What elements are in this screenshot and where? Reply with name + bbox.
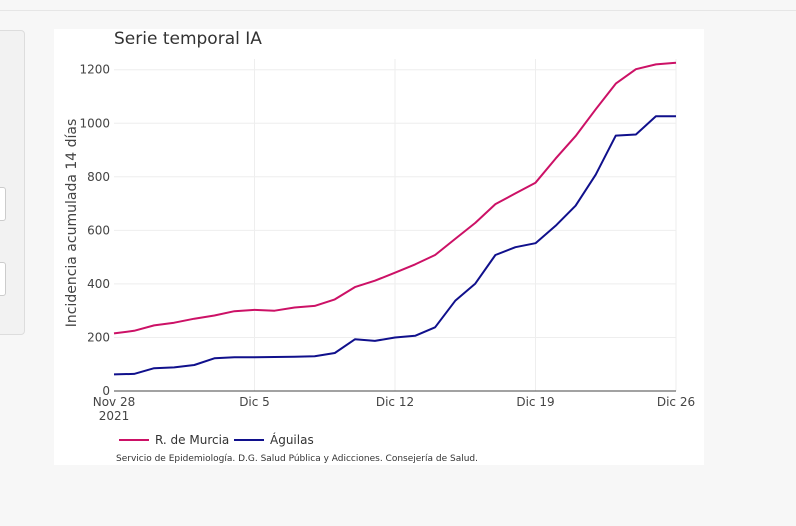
y-tick-label: 0 [102,384,110,398]
series-line-2[interactable] [113,115,676,376]
y-tick-label: 1200 [79,63,110,77]
filter-control-1[interactable] [0,187,6,221]
y-tick-label: 200 [87,330,110,344]
x-tick-label: Nov 28 [93,395,136,409]
legend[interactable]: R. de Murcia Águilas [119,432,314,447]
filter-control-2[interactable] [0,262,6,296]
x-tick-label: Dic 19 [516,395,554,409]
y-tick-label: 600 [87,223,110,237]
y-tick-label: 800 [87,170,110,184]
chart-title: Serie temporal IA [114,29,262,49]
x-tick-label: Dic 12 [376,395,414,409]
grid-lines [114,59,677,391]
source-note: Servicio de Epidemiología. D.G. Salud Pú… [116,454,478,464]
time-series-chart: Serie temporal IA 0 200 400 600 800 1000 1200 N… [64,29,695,464]
legend-label-2[interactable]: Águilas [270,432,314,447]
series-line-1[interactable] [113,61,677,335]
series-layer [113,61,677,376]
y-tick-label: 1000 [79,116,110,130]
x-tick-label: Dic 26 [657,395,695,409]
x-tick-year-label: 2021 [99,409,130,423]
y-tick-label: 400 [87,277,110,291]
top-divider [0,10,796,11]
legend-label-1[interactable]: R. de Murcia [155,433,229,447]
y-axis-label: Incidencia acumulada 14 días [64,119,80,328]
axes: 0 200 400 600 800 1000 1200 Nov 28 Dic 5 Dic 12 Di… [79,63,695,423]
x-tick-label: Dic 5 [239,395,270,409]
chart-card: Serie temporal IA 0 200 400 600 800 1000 1200 N… [54,29,704,465]
